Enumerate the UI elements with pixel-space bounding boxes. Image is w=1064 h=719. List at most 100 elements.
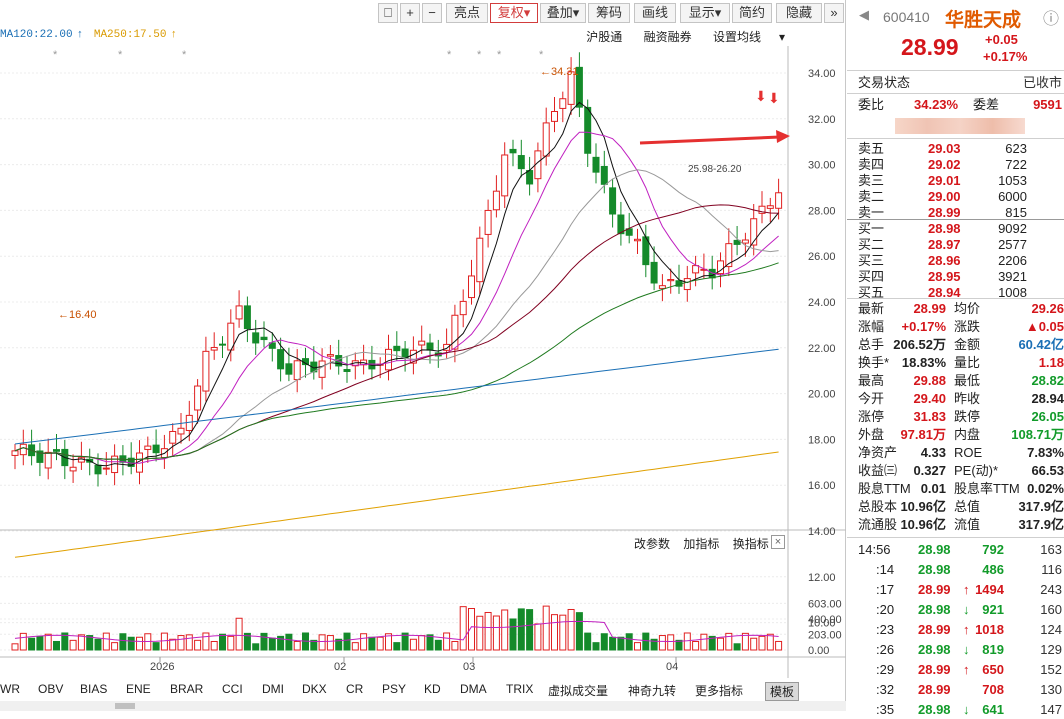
volume-bar (111, 642, 119, 651)
ma-settings-link[interactable]: 设置均线 (712, 30, 761, 44)
ask-row[interactable]: 卖四 29.02 722 (858, 156, 1064, 174)
book-volume: 722 (1005, 157, 1027, 172)
margin-trading-link[interactable]: 融资融券 (643, 30, 692, 44)
volume-bar (194, 639, 202, 651)
indicator-tab[interactable]: ENE (126, 682, 151, 696)
indicator-tab[interactable]: CR (346, 682, 364, 696)
prev-stock-icon[interactable]: ◀ (859, 7, 869, 22)
volume-bar (534, 623, 542, 651)
indicator-tab[interactable]: CCI (222, 682, 243, 696)
stat-row: 收益㈢ 0.327 PE(动)* 66.53 (858, 462, 1064, 480)
indicator-tab[interactable]: 更多指标 (695, 684, 744, 698)
zoom-in-button[interactable]: + (400, 3, 420, 23)
switch-indicator-button[interactable]: 换指标 (732, 537, 769, 551)
commit-ratio-label: 委比 (858, 97, 885, 112)
ask-row[interactable]: 卖三 29.01 1053 (858, 172, 1064, 190)
candle (53, 449, 60, 452)
indicator-tab[interactable]: BIAS (80, 682, 108, 696)
tick-count: 163 (1040, 542, 1062, 557)
indicator-tab[interactable]: KD (424, 682, 441, 696)
indicator-tab[interactable]: 神奇九转 (628, 684, 677, 698)
tick-time: :35 (876, 702, 895, 717)
overlay-button[interactable]: 叠加▾ (540, 3, 586, 23)
square-icon[interactable]: ⎕ (378, 3, 398, 23)
indicator-tab[interactable]: PSY (382, 682, 407, 696)
scrollbar[interactable] (0, 701, 846, 711)
shanghai-connect-link[interactable]: 沪股通 (586, 30, 623, 44)
restore-rights-button[interactable]: 复权▾ (490, 3, 538, 23)
volume-bar (243, 632, 251, 651)
arrow-up-icon: ↑ (76, 29, 84, 41)
hide-button[interactable]: 隐藏 (776, 3, 822, 23)
candle (717, 260, 724, 275)
indicator-tab[interactable]: WR (0, 682, 20, 696)
indicator-tab[interactable]: BRAR (170, 682, 204, 696)
simple-button[interactable]: 简约 (732, 3, 772, 23)
volume-bar (260, 632, 268, 651)
bid-row[interactable]: 买三 28.96 2206 (858, 252, 1064, 270)
date-label: 04 (666, 661, 678, 673)
add-indicator-button[interactable]: 加指标 (683, 537, 720, 551)
candle (775, 192, 783, 209)
price-tick-label: 24.00 (808, 297, 836, 309)
ask-row[interactable]: 卖五 29.03 623 (858, 140, 1064, 158)
stat-value: 29.26 (1031, 301, 1064, 316)
tick-count: 147 (1040, 702, 1062, 717)
volume-bar (692, 641, 700, 651)
ma-legend: MA120:22.00 ↑ MA250:17.50 ↑ (0, 29, 181, 41)
trend-arrow-head (776, 130, 790, 143)
bid-row[interactable]: 买四 28.95 3921 (858, 268, 1064, 286)
bid-row[interactable]: 买五 28.94 1008 (858, 284, 1064, 302)
overlay-label: 叠加 (546, 5, 573, 20)
stat-label: 净资产 (858, 445, 898, 460)
stat-label: 总值 (954, 499, 981, 514)
volume-bar (492, 615, 500, 651)
highlight-button[interactable]: 亮点 (446, 3, 488, 23)
tick-row: 14:56 28.98 792 163 (858, 541, 1064, 559)
volume-bar (733, 643, 741, 651)
candle (451, 314, 459, 350)
candle (69, 466, 77, 472)
info-icon[interactable]: ⓘ (1043, 11, 1060, 28)
indicator-tab[interactable]: OBV (38, 682, 64, 696)
indicator-tab[interactable]: 虚拟成交量 (548, 684, 609, 698)
collapse-icon[interactable]: » (824, 3, 844, 23)
volume-bar (708, 635, 716, 651)
indicator-tab[interactable]: DKX (302, 682, 327, 696)
price-tick-label: 30.00 (808, 160, 836, 172)
kline-chart[interactable]: 34.00 32.00 30.00 28.00 26.00 24.00 22.00 20.00… (0, 46, 846, 678)
chips-button[interactable]: 筹码 (588, 3, 630, 23)
volume-bar (202, 632, 210, 651)
draw-line-button[interactable]: 画线 (634, 3, 676, 23)
stat-value: 317.9亿 (1018, 499, 1064, 514)
zoom-out-button[interactable]: − (422, 3, 442, 23)
book-price: 28.98 (928, 221, 961, 236)
book-volume: 2206 (998, 253, 1027, 268)
indicator-tab[interactable]: DMA (460, 682, 487, 696)
close-icon[interactable]: × (771, 535, 785, 549)
candles (11, 52, 783, 487)
stat-value: 108.71万 (1011, 427, 1064, 442)
bid-row[interactable]: 买二 28.97 2577 (858, 236, 1064, 254)
scroll-thumb[interactable] (115, 703, 135, 709)
volume-bar (61, 632, 69, 651)
bid-row[interactable]: 买一 28.98 9092 (858, 220, 1064, 238)
ask-row[interactable]: 卖二 29.00 6000 (858, 188, 1064, 206)
book-label: 卖二 (858, 189, 885, 204)
indicator-tab[interactable]: DMI (262, 682, 284, 696)
display-label: 显示 (688, 5, 715, 20)
ask-row[interactable]: 卖一 28.99 815 (858, 204, 1064, 222)
stat-value: 31.83 (913, 409, 946, 424)
candle (542, 122, 550, 157)
display-button[interactable]: 显示▾ (680, 3, 730, 23)
indicator-tab[interactable]: TRIX (506, 682, 534, 696)
stat-value: 4.33 (920, 445, 946, 460)
down-arrow-icon: ⬇ (768, 90, 780, 106)
indicator-tab[interactable]: 模板 (765, 682, 800, 701)
volume-bar (69, 639, 77, 651)
range-annotation: 25.98-26.20 (688, 164, 742, 175)
edit-params-button[interactable]: 改参数 (634, 537, 671, 551)
stat-value: 7.83% (1027, 445, 1064, 460)
tick-volume: 641 (982, 702, 1004, 717)
volume-bar (285, 633, 293, 651)
